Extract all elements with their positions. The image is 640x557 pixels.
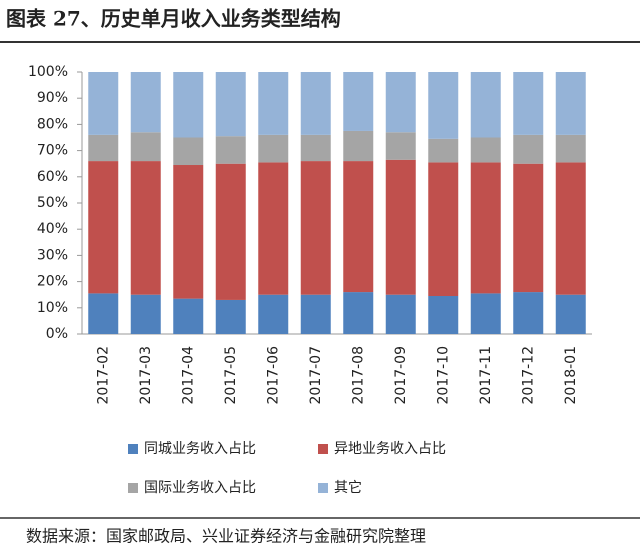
- bar-segment: [258, 134, 289, 163]
- x-tick-label: 2017-11: [478, 346, 494, 405]
- bar-segment: [513, 163, 544, 293]
- y-tick-label: 0%: [46, 326, 68, 342]
- bar-segment: [130, 72, 161, 133]
- bar-segment: [173, 298, 204, 334]
- bar-segment: [513, 134, 544, 164]
- bar-segment: [215, 136, 246, 164]
- y-tick-label: 90%: [37, 90, 68, 106]
- bar-segment: [215, 163, 246, 300]
- bar-segment: [258, 72, 289, 135]
- y-tick-label: 40%: [37, 221, 68, 237]
- bar-segment: [513, 292, 544, 334]
- bar-segment: [300, 72, 331, 135]
- bar-segment: [555, 72, 586, 135]
- bar-segment: [428, 162, 459, 297]
- bar-segment: [428, 296, 459, 334]
- bar-segment: [300, 161, 331, 295]
- y-tick-label: 50%: [37, 195, 68, 211]
- bar-segment: [343, 130, 374, 162]
- bar-segment: [470, 162, 501, 294]
- bar-segment: [428, 72, 459, 139]
- x-tick-label: 2017-10: [435, 346, 451, 405]
- bar-segment: [215, 72, 246, 137]
- x-tick-label: 2017-09: [393, 346, 409, 405]
- bar-segment: [385, 294, 416, 334]
- bar-segment: [513, 72, 544, 135]
- x-tick-label: 2017-12: [520, 346, 536, 405]
- bar-segment: [428, 138, 459, 163]
- bar-segment: [343, 72, 374, 131]
- bar-segment: [173, 137, 204, 166]
- y-tick-label: 30%: [37, 247, 68, 263]
- bar-segment: [215, 299, 246, 334]
- legend-label: 其它: [334, 479, 362, 496]
- bar-segment: [173, 72, 204, 138]
- y-tick-label: 80%: [37, 116, 68, 132]
- x-tick-label: 2018-01: [563, 346, 579, 405]
- y-tick-label: 10%: [37, 300, 68, 316]
- bar-segment: [173, 165, 204, 299]
- bar-segment: [470, 137, 501, 163]
- bar-segment: [88, 134, 119, 162]
- bar-segment: [470, 72, 501, 138]
- bar-segment: [555, 162, 586, 295]
- y-tick-label: 70%: [37, 143, 68, 159]
- bar-segment: [88, 72, 119, 135]
- bar-segment: [343, 292, 374, 334]
- bar-segment: [258, 294, 289, 334]
- bar-segment: [555, 134, 586, 163]
- legend-swatch: [318, 483, 328, 493]
- legend-label: 异地业务收入占比: [334, 441, 446, 457]
- chart-title: 图表 27、历史单月收入业务类型结构: [6, 7, 341, 31]
- x-tick-label: 2017-06: [265, 346, 281, 405]
- source: 数据来源：国家邮政局、兴业证券经济与金融研究院整理: [26, 527, 426, 546]
- bar-segment: [130, 294, 161, 334]
- x-tick-label: 2017-03: [138, 346, 154, 405]
- x-tick-label: 2017-07: [308, 346, 324, 405]
- bar-segment: [385, 159, 416, 295]
- bar-segment: [258, 162, 289, 295]
- x-tick-label: 2017-05: [223, 346, 239, 405]
- legend-swatch: [128, 444, 138, 454]
- legend-swatch: [318, 444, 328, 454]
- bar-segment: [130, 132, 161, 162]
- bar-segment: [385, 132, 416, 160]
- y-tick-label: 20%: [37, 274, 68, 290]
- bar-segment: [88, 293, 119, 334]
- x-tick-label: 2017-08: [350, 346, 366, 405]
- bar-segment: [300, 134, 331, 162]
- bar-segment: [130, 161, 161, 295]
- bar-segment: [300, 294, 331, 334]
- legend-label: 同城业务收入占比: [144, 441, 256, 457]
- x-tick-label: 2017-04: [180, 346, 196, 405]
- bar-segment: [88, 161, 119, 294]
- bar-segment: [343, 161, 374, 293]
- y-tick-label: 100%: [28, 64, 68, 80]
- x-tick-label: 2017-02: [95, 346, 111, 405]
- legend-swatch: [128, 483, 138, 493]
- bar-segment: [470, 293, 501, 334]
- bar-segment: [555, 294, 586, 334]
- bar-segment: [385, 72, 416, 133]
- legend-label: 国际业务收入占比: [144, 480, 256, 496]
- y-tick-label: 60%: [37, 169, 68, 185]
